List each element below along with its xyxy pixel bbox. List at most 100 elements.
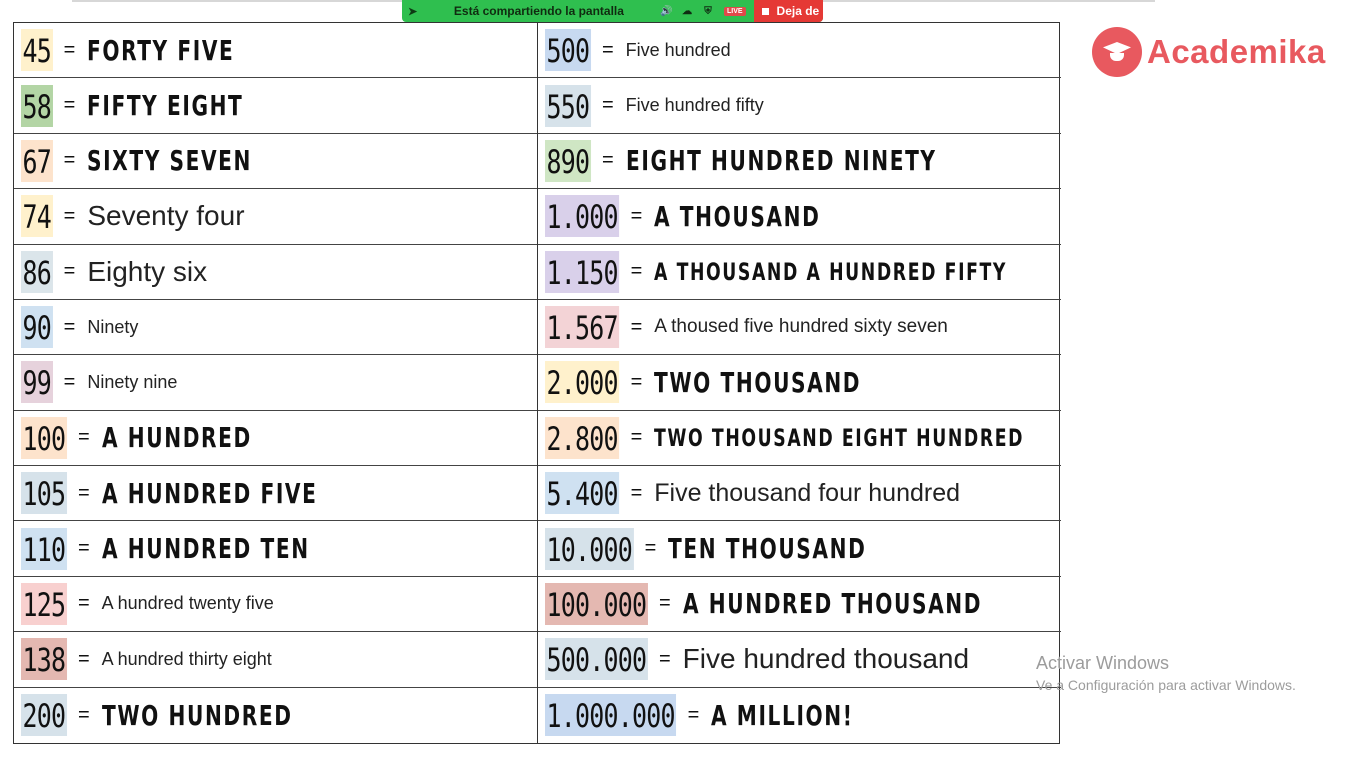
pin-icon[interactable]: ➤ [408, 5, 418, 18]
table-row: 1.150 = A THOUSAND A HUNDRED FIFTY [538, 245, 1061, 300]
equals-sign: = [63, 260, 76, 283]
watermark-subtitle: Ve a Configuración para activar Windows. [1036, 677, 1296, 693]
activation-watermark: Activar Windows Ve a Configuración para … [1036, 653, 1296, 693]
number-value: 200 [21, 694, 67, 737]
table-row: 550 = Five hundred fifty [538, 78, 1061, 134]
number-words: Ninety [87, 316, 139, 337]
table-row: 45 = FORTY FIVE [14, 23, 537, 79]
equals-sign: = [63, 149, 76, 172]
number-words: A HUNDRED THOUSAND [682, 587, 982, 621]
equals-sign: = [630, 315, 643, 338]
number-value: 45 [21, 29, 53, 72]
number-words: SIXTY SEVEN [87, 144, 253, 178]
equals-sign: = [63, 204, 76, 227]
number-value: 86 [21, 250, 53, 293]
equals-sign: = [658, 592, 671, 615]
stop-icon [761, 7, 769, 15]
number-value: 110 [21, 527, 67, 570]
equals-sign: = [63, 370, 76, 393]
number-value: 125 [21, 582, 67, 625]
table-row: 100.000 = A HUNDRED THOUSAND [538, 577, 1061, 633]
number-value: 90 [21, 306, 53, 349]
number-words: Eighty six [87, 255, 208, 287]
table-row: 200 = TWO HUNDRED [14, 688, 537, 743]
number-value: 1.000 [545, 195, 620, 238]
number-value: 500.000 [545, 638, 648, 681]
number-words: Five hundred [625, 39, 731, 60]
table-row: 1.567 = A thoused five hundred sixty seven [538, 300, 1061, 356]
table-row: 105 = A HUNDRED FIVE [14, 466, 537, 522]
audio-icon[interactable]: 🔊 [660, 5, 673, 17]
number-words: A THOUSAND A HUNDRED FIFTY [654, 257, 1008, 286]
number-words: Five hundred fifty [625, 95, 764, 116]
number-words: A thoused five hundred sixty seven [654, 316, 948, 338]
table-row: 138 = A hundred thirty eight [14, 632, 537, 688]
table-row: 99 = Ninety nine [14, 355, 537, 411]
equals-sign: = [644, 537, 657, 560]
number-value: 58 [21, 84, 53, 127]
equals-sign: = [630, 204, 643, 227]
number-value: 74 [21, 195, 53, 238]
number-words: A MILLION! [711, 698, 854, 732]
number-words: TWO THOUSAND [654, 365, 862, 399]
table-row: 67 = SIXTY SEVEN [14, 134, 537, 190]
number-words: Five thousand four hundred [654, 478, 961, 507]
equals-sign: = [77, 703, 90, 726]
equals-sign: = [601, 94, 614, 117]
number-words: Five hundred thousand [682, 643, 970, 675]
number-value: 138 [21, 638, 67, 681]
equals-sign: = [687, 703, 700, 726]
brand-name: Academika [1147, 33, 1326, 70]
table-row: 5.400 = Five thousand four hundred [538, 466, 1061, 522]
shield-icon[interactable]: ⛨ [704, 5, 712, 17]
number-words: A THOUSAND [654, 199, 821, 233]
number-words: TWO THOUSAND EIGHT HUNDRED [654, 423, 1025, 452]
cloud-icon[interactable]: ☁ [682, 5, 693, 17]
right-column: 500 = Five hundred 550 = Five hundred fifty 89… [537, 23, 1061, 743]
number-value: 2.800 [545, 416, 620, 459]
table-row: 125 = A hundred twenty five [14, 577, 537, 633]
equals-sign: = [630, 260, 643, 283]
live-badge[interactable]: LIVE [723, 6, 746, 16]
table-row: 2.000 = TWO THOUSAND [538, 355, 1061, 411]
equals-sign: = [63, 315, 76, 338]
number-words: A HUNDRED FIVE [101, 476, 318, 510]
table-row: 58 = FIFTY EIGHT [14, 78, 537, 134]
left-column: 45 = FORTY FIVE 58 = FIFTY EIGHT 67 = SIXTY SEVE… [14, 23, 537, 743]
equals-sign: = [77, 647, 90, 670]
share-status-text: Está compartiendo la pantalla [453, 4, 624, 18]
number-words: TWO HUNDRED [101, 698, 293, 732]
number-value: 99 [21, 361, 53, 404]
stop-sharing-button[interactable]: Deja de [753, 0, 823, 22]
number-words: A hundred twenty five [101, 593, 274, 614]
number-words: EIGHT HUNDRED NINETY [625, 144, 937, 178]
equals-sign: = [77, 537, 90, 560]
equals-sign: = [601, 149, 614, 172]
graduation-cap-icon [1092, 27, 1142, 77]
equals-sign: = [630, 481, 643, 504]
equals-sign: = [630, 426, 643, 449]
table-row: 2.800 = TWO THOUSAND EIGHT HUNDRED [538, 411, 1061, 466]
equals-sign: = [601, 38, 614, 61]
equals-sign: = [77, 592, 90, 615]
screen-share-bar: ➤ Está compartiendo la pantalla 🔊 ☁ ⛨ LI… [402, 0, 823, 22]
number-value: 1.000.000 [545, 694, 677, 737]
table-row: 890 = EIGHT HUNDRED NINETY [538, 134, 1061, 190]
number-words: A HUNDRED [101, 421, 252, 455]
equals-sign: = [63, 38, 76, 61]
number-value: 67 [21, 139, 53, 182]
table-row: 10.000 = TEN THOUSAND [538, 521, 1061, 577]
table-row: 1.000.000 = A MILLION! [538, 688, 1061, 743]
number-words: TEN THOUSAND [668, 532, 867, 566]
number-value: 550 [545, 84, 591, 127]
number-value: 5.400 [545, 472, 620, 515]
number-words: Seventy four [87, 200, 245, 232]
numbers-table: 45 = FORTY FIVE 58 = FIFTY EIGHT 67 = SIXTY SEVE… [13, 22, 1061, 744]
number-value: 105 [21, 472, 67, 515]
table-row: 86 = Eighty six [14, 245, 537, 300]
number-value: 2.000 [545, 361, 620, 404]
table-row: 110 = A HUNDRED TEN [14, 521, 537, 577]
table-row: 100 = A HUNDRED [14, 411, 537, 466]
equals-sign: = [630, 370, 643, 393]
number-value: 1.150 [545, 250, 620, 293]
